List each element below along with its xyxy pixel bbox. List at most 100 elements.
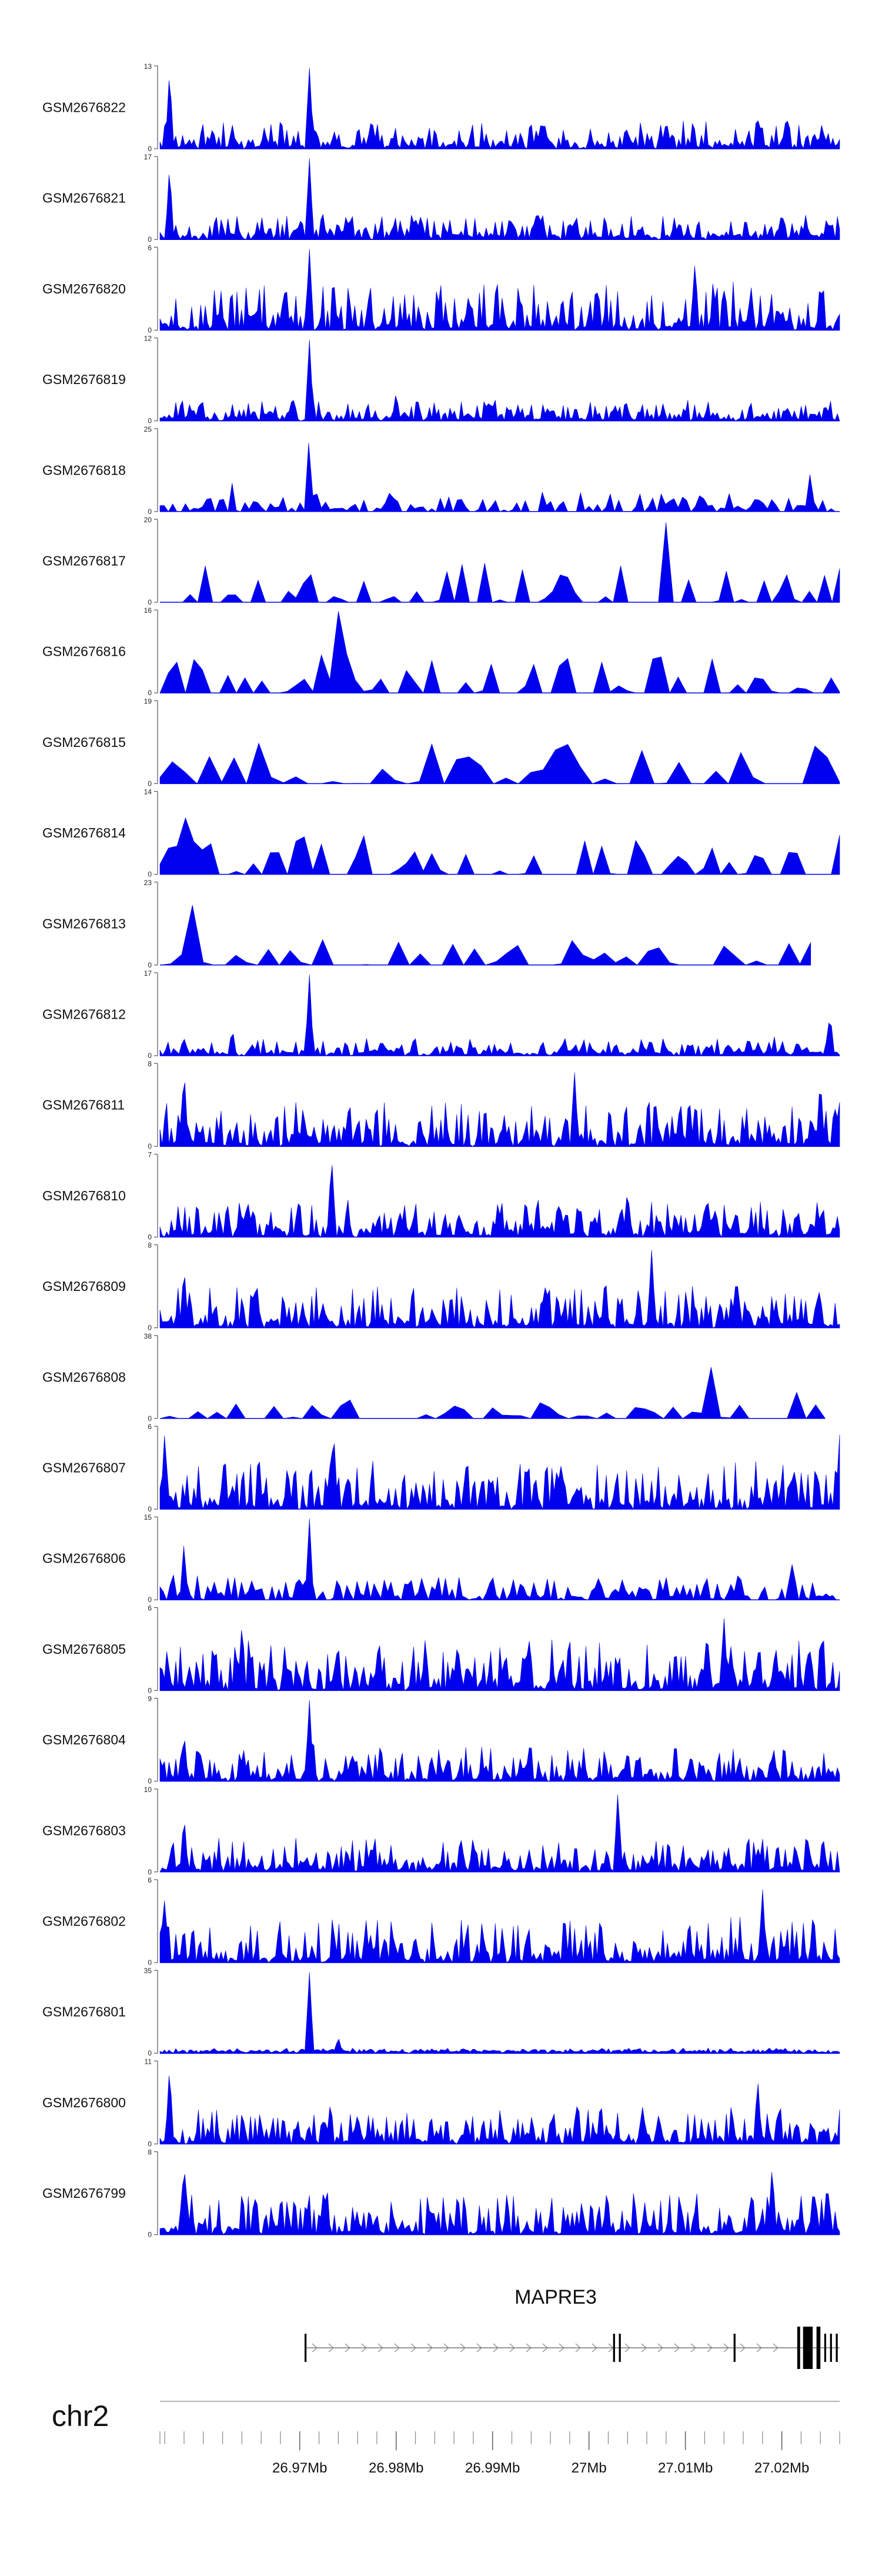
strand-arrow (657, 2343, 663, 2353)
y-min-label: 0 (148, 1777, 152, 1786)
y-min-label: 0 (148, 145, 152, 153)
strand-arrow (740, 2343, 746, 2353)
strand-arrow (641, 2343, 647, 2353)
track-name-label: GSM2676811 (42, 1097, 125, 1113)
axis-tick-label: 26.99Mb (465, 2460, 520, 2476)
strand-arrow (345, 2343, 350, 2353)
track-GSM2676801: GSM2676801 35 0 (42, 1967, 840, 2057)
track-GSM2676799: GSM2676799 8 0 (42, 2148, 840, 2239)
coverage-area (159, 742, 840, 785)
track-name-label: GSM2676813 (42, 916, 126, 931)
track-GSM2676804: GSM2676804 9 0 (42, 1695, 840, 1786)
gene-exon (797, 2327, 800, 2369)
track-GSM2676812: GSM2676812 17 0 (42, 969, 840, 1060)
coverage-area (159, 158, 840, 240)
track-GSM2676811: GSM2676811 8 0 (42, 1060, 840, 1150)
coverage-area (159, 2172, 840, 2235)
gene-track: MAPRE3 (304, 2286, 840, 2369)
track-name-label: GSM2676807 (42, 1460, 126, 1476)
y-max-label: 9 (148, 1695, 152, 1703)
y-min-label: 0 (148, 1414, 152, 1423)
coverage-area (159, 443, 840, 512)
track-GSM2676814: GSM2676814 14 0 (42, 788, 840, 879)
coverage-tracks: GSM2676822130GSM2676821170GSM267682060GS… (42, 62, 840, 2239)
track-GSM2676808: GSM2676808 38 0 (42, 1332, 826, 1423)
y-min-label: 0 (148, 689, 152, 697)
y-max-label: 25 (144, 425, 152, 433)
gene-exon (619, 2334, 621, 2362)
track-name-label: GSM2676799 (42, 2185, 126, 2201)
track-name-label: GSM2676820 (42, 281, 126, 296)
y-max-label: 12 (144, 335, 152, 343)
track-name-label: GSM2676800 (42, 2095, 126, 2110)
strand-arrow (592, 2343, 597, 2353)
coverage-area (159, 1367, 826, 1419)
strand-arrow (493, 2343, 499, 2353)
y-min-label: 0 (148, 1868, 152, 1876)
track-GSM2676805: GSM2676805 6 0 (42, 1604, 840, 1694)
y-min-label: 0 (148, 1958, 152, 1967)
y-min-label: 0 (148, 1505, 152, 1513)
strand-arrow (559, 2343, 564, 2353)
track-GSM2676806: GSM2676806 15 0 (42, 1513, 840, 1604)
y-max-label: 8 (148, 1060, 152, 1068)
track-GSM2676803: GSM2676803 10 0 (42, 1786, 840, 1876)
strand-arrow (377, 2343, 383, 2353)
y-min-label: 0 (148, 1686, 152, 1694)
y-max-label: 17 (144, 969, 152, 977)
axis-tick-label: 27.02Mb (754, 2460, 809, 2476)
y-min-label: 0 (148, 1142, 152, 1150)
strand-arrow (427, 2343, 433, 2353)
track-name-label: GSM2676814 (42, 825, 126, 840)
gene-exon (733, 2334, 736, 2362)
chromosome-label: chr2 (52, 2400, 109, 2432)
track-name-label: GSM2676810 (42, 1188, 126, 1203)
gene-name-label: MAPRE3 (514, 2286, 597, 2308)
y-min-label: 0 (148, 1233, 152, 1241)
coverage-area (159, 1700, 840, 1782)
y-min-label: 0 (148, 1324, 152, 1332)
y-max-label: 8 (148, 2148, 152, 2157)
y-max-label: 6 (148, 1423, 152, 1431)
y-max-label: 13 (144, 62, 152, 71)
track-GSM2676819: GSM2676819 12 0 (42, 335, 840, 425)
strand-arrow (460, 2343, 466, 2353)
track-name-label: GSM2676809 (42, 1279, 126, 1294)
y-min-label: 0 (148, 961, 152, 969)
strand-arrow (410, 2343, 416, 2353)
y-min-label: 0 (148, 2140, 152, 2148)
coverage-area (159, 2076, 840, 2145)
strand-arrow (575, 2343, 581, 2353)
coverage-area (159, 1519, 840, 1601)
strand-arrow (476, 2343, 482, 2353)
gene-exon (816, 2327, 821, 2369)
strand-arrow (361, 2343, 367, 2353)
y-min-label: 0 (148, 2231, 152, 2239)
y-min-label: 0 (148, 1052, 152, 1060)
track-name-label: GSM2676815 (42, 735, 126, 750)
y-min-label: 0 (148, 2049, 152, 2057)
track-GSM2676820: GSM2676820 6 0 (42, 243, 840, 334)
y-max-label: 8 (148, 1242, 152, 1250)
track-GSM2676816: GSM2676816 16 0 (42, 606, 840, 697)
strand-arrow (509, 2343, 515, 2353)
track-GSM2676802: GSM2676802 6 0 (42, 1876, 840, 1967)
track-GSM2676809: GSM2676809 8 0 (42, 1242, 840, 1332)
y-min-label: 0 (148, 235, 152, 243)
coverage-area (159, 905, 811, 966)
y-max-label: 6 (148, 1876, 152, 1884)
track-name-label: GSM2676822 (42, 100, 126, 115)
y-min-label: 0 (148, 598, 152, 606)
track-GSM2676810: GSM2676810 7 0 (42, 1150, 840, 1241)
y-max-label: 11 (145, 2057, 152, 2066)
coverage-area (159, 1072, 840, 1147)
y-max-label: 35 (144, 1967, 152, 1975)
track-GSM2676800: GSM2676800 11 0 (42, 2057, 840, 2148)
axis-tick-label: 27.01Mb (658, 2460, 713, 2476)
strand-arrow (542, 2343, 548, 2353)
y-max-label: 20 (144, 516, 152, 524)
track-name-label: GSM2676801 (42, 2004, 126, 2020)
y-max-label: 6 (148, 243, 152, 252)
axis-tick-label: 26.98Mb (369, 2460, 423, 2476)
y-max-label: 38 (144, 1332, 152, 1340)
